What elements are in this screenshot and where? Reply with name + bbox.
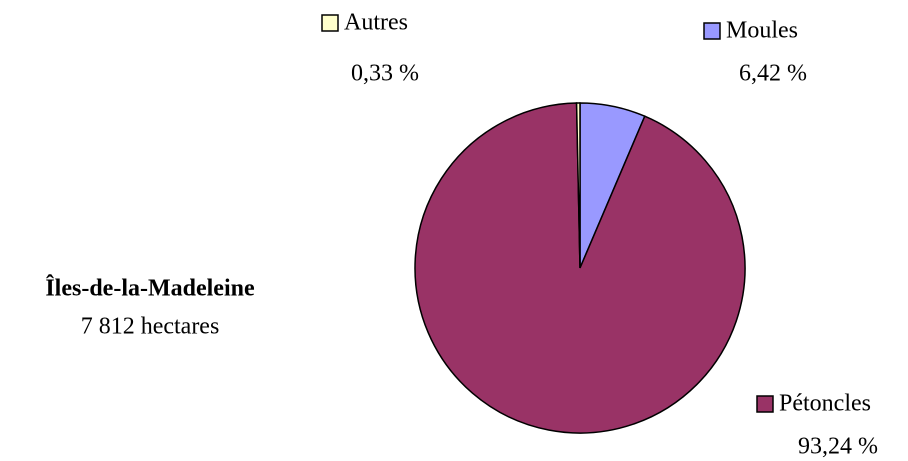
- legend-swatch: [703, 22, 721, 40]
- legend-swatch: [321, 14, 339, 32]
- chart-title: Îles-de-la-Madeleine: [45, 275, 255, 302]
- legend-swatch: [756, 395, 774, 413]
- value-label: 0,33 %: [351, 61, 419, 87]
- chart-subtitle: 7 812 hectares: [81, 314, 220, 340]
- pie-slice: [575, 102, 581, 269]
- legend-label: Moules: [726, 18, 798, 44]
- legend-label: Autres: [344, 10, 408, 36]
- value-label: 6,42 %: [739, 61, 807, 87]
- value-label: 93,24 %: [798, 434, 878, 460]
- legend-label: Pétoncles: [779, 391, 871, 417]
